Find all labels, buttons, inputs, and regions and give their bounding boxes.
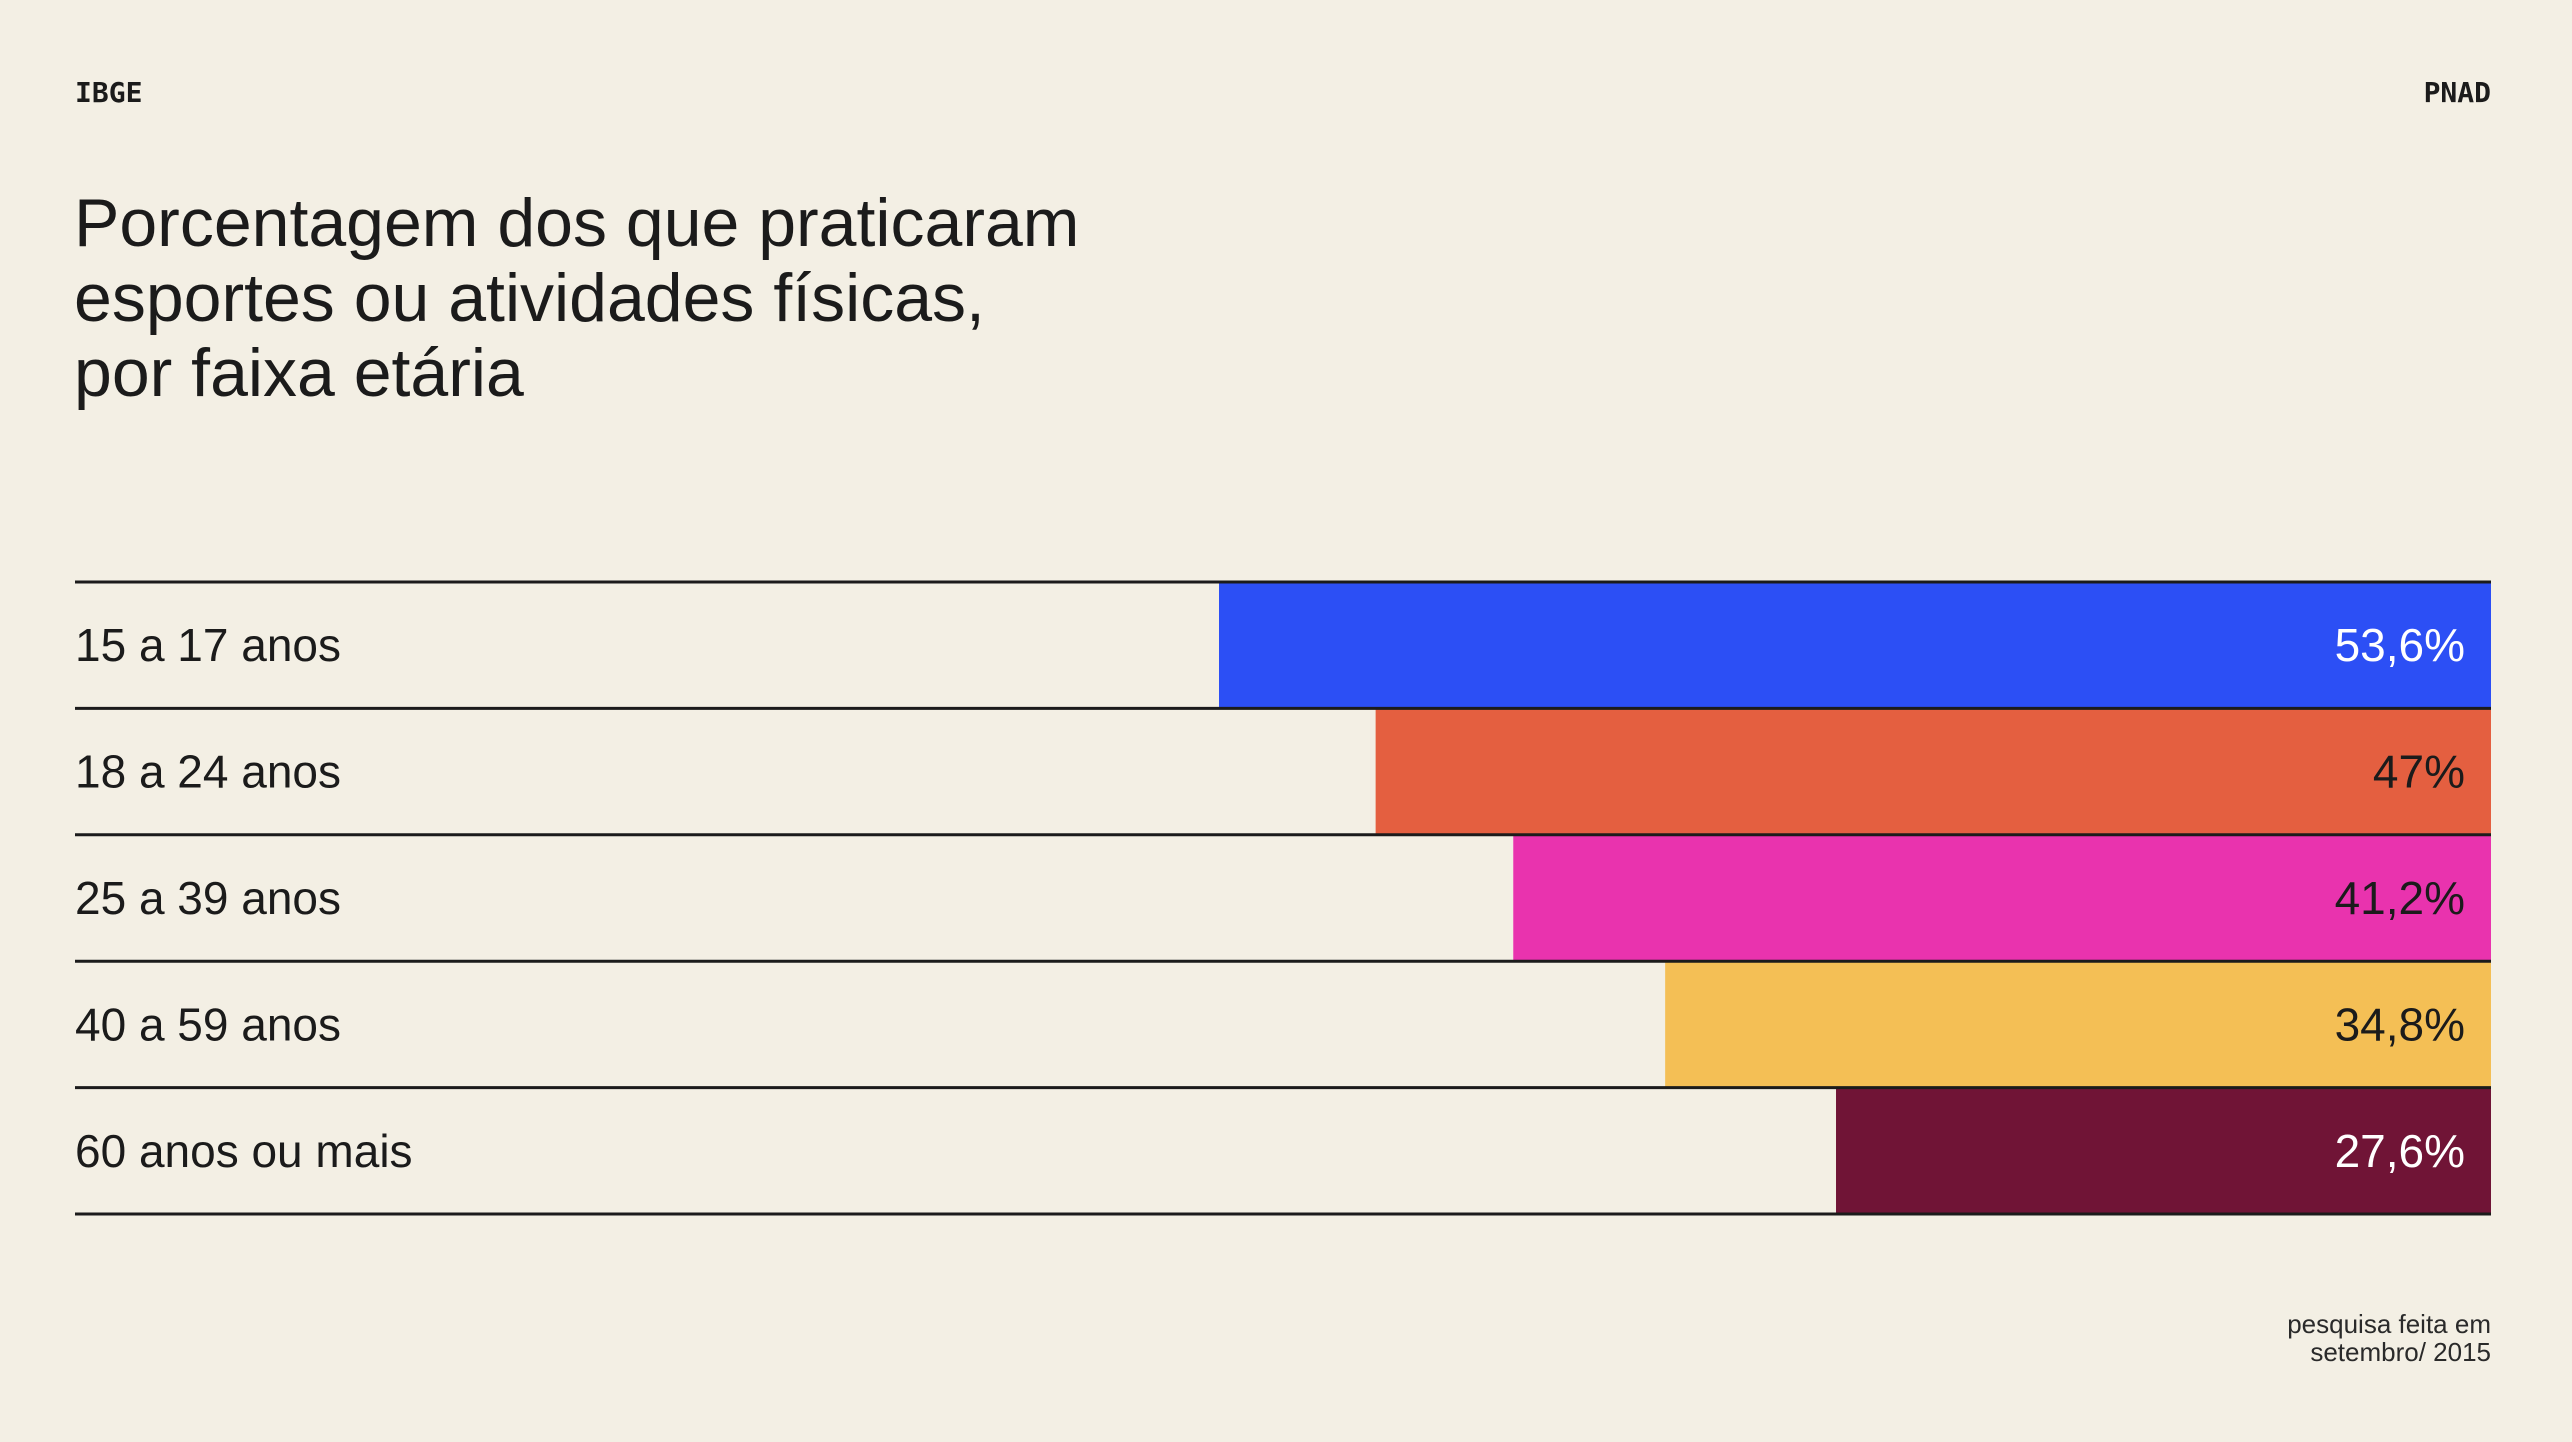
chart-title-line: Porcentagem dos que praticaram — [74, 185, 1080, 261]
category-label: 15 a 17 anos — [75, 619, 341, 671]
category-label: 40 a 59 anos — [75, 998, 341, 1050]
category-label: 60 anos ou mais — [75, 1125, 413, 1177]
footnote-line: pesquisa feita em — [2287, 1309, 2491, 1339]
chart-title: Porcentagem dos que praticaram esportes … — [74, 186, 1474, 411]
footnote-line: setembro/ 2015 — [2310, 1337, 2491, 1367]
category-label: 18 a 24 anos — [75, 746, 341, 798]
value-label: 53,6% — [2335, 619, 2465, 671]
bar — [1836, 1087, 2491, 1214]
footnote: pesquisa feita em setembro/ 2015 — [2287, 1310, 2491, 1366]
bar — [1513, 834, 2491, 962]
value-label: 41,2% — [2335, 872, 2465, 924]
source-label: IBGE — [75, 76, 143, 109]
chart-title-line: esportes ou atividades físicas, — [74, 260, 985, 336]
bar — [1665, 961, 2491, 1088]
value-label: 47% — [2373, 746, 2465, 798]
value-label: 34,8% — [2335, 998, 2465, 1050]
category-label: 25 a 39 anos — [75, 872, 341, 924]
bar — [1219, 582, 2491, 709]
bar — [1375, 708, 2491, 835]
value-label: 27,6% — [2335, 1125, 2465, 1177]
survey-label: PNAD — [2423, 76, 2491, 109]
chart-title-line: por faixa etária — [74, 335, 524, 411]
